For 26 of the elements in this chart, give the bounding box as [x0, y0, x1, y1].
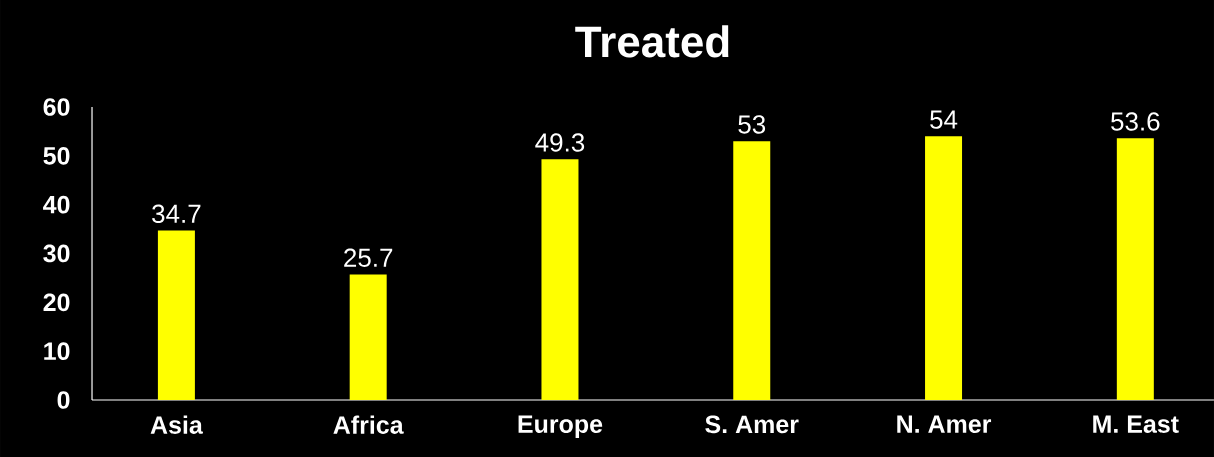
bar: [1116, 138, 1154, 400]
y-tick-label: 20: [43, 293, 70, 312]
bar: [541, 159, 579, 400]
bar: [157, 230, 195, 400]
x-tick-label: Europe: [518, 415, 603, 438]
y-tick-label: 50: [43, 146, 70, 165]
y-tick-label: 30: [43, 244, 70, 263]
x-tick-label: M. East: [1093, 415, 1179, 433]
y-tick-label: 10: [44, 342, 70, 361]
data-label: 53: [738, 115, 766, 134]
bar: [925, 136, 963, 400]
x-tick-label: N. Amer: [897, 415, 992, 433]
x-tick-label: Asia: [150, 415, 203, 434]
x-tick-label: Africa: [333, 415, 404, 434]
bar: [733, 141, 771, 400]
y-tick-label: 0: [57, 391, 70, 409]
data-label: 54: [930, 110, 958, 129]
chart-title: Treated: [575, 25, 729, 58]
data-label: 25.7: [344, 248, 393, 267]
bar: [349, 274, 387, 400]
y-tick-label: 40: [43, 195, 70, 214]
data-label: 34.7: [152, 204, 201, 223]
data-label: 49.3: [535, 133, 585, 152]
x-tick-label: S. Amer: [705, 415, 799, 434]
data-label: 53.6: [1111, 112, 1160, 131]
y-tick-label: 60: [43, 98, 70, 116]
